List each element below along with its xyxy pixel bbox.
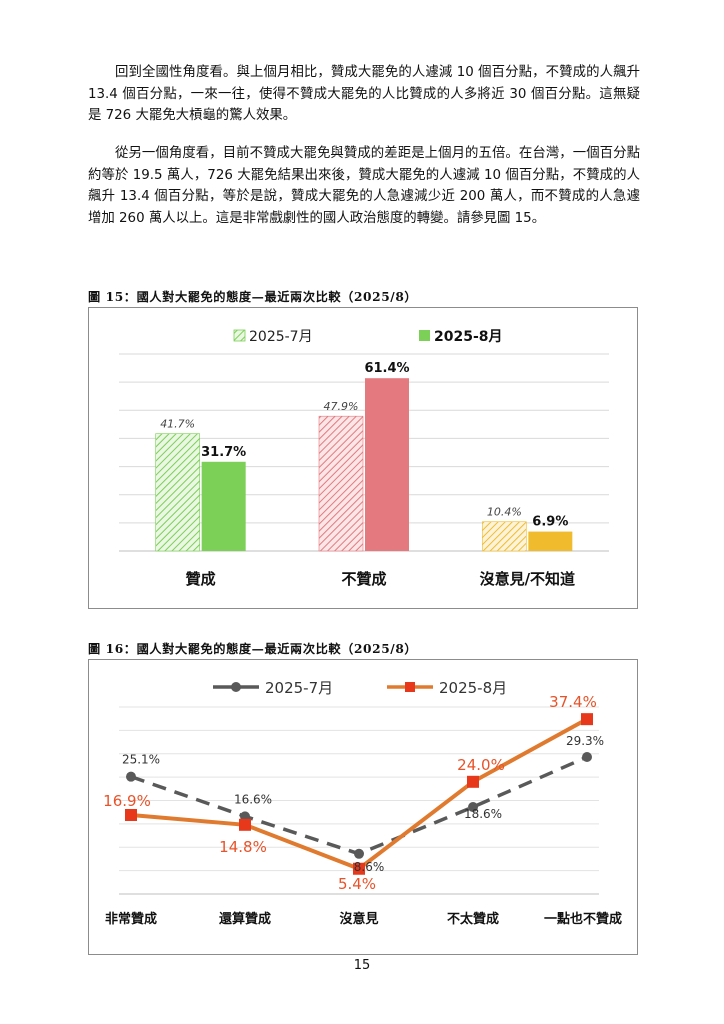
paragraph-1: 回到全國性角度看。與上個月相比，贊成大罷免的人遽減 10 個百分點，不贊成的人飆…	[88, 65, 640, 123]
data-label-aug-0: 31.7%	[201, 445, 246, 460]
figure-16-caption: 圖 16：國人對大罷免的態度—最近兩次比較（2025/8）	[88, 642, 418, 656]
category-label-1: 不贊成	[341, 570, 386, 588]
data-label-jul-1: 16.6%	[234, 792, 272, 806]
bar-aug-0	[201, 461, 246, 551]
data-label-jul-4: 29.3%	[566, 734, 604, 748]
marker-jul-0	[126, 771, 136, 782]
data-label-aug-3: 24.0%	[457, 756, 505, 774]
marker-jul-4	[582, 752, 592, 763]
legend-swatch-jul	[233, 329, 246, 342]
paragraph-2: 從另一個角度看，目前不贊成大罷免與贊成的差距是上個月的五倍。在台灣，一個百分點約…	[88, 146, 640, 226]
category-label-2: 沒意見/不知道	[480, 570, 575, 588]
legend-swatch-aug	[419, 330, 430, 341]
category-label-0: 非常贊成	[105, 911, 157, 927]
figure-16-chart: 2025-7月 2025-8月 25.1% 16.6% 8.6% 18.6% 29.3%…	[103, 679, 622, 927]
category-label-1: 還算贊成	[219, 911, 271, 927]
legend-label-jul: 2025-7月	[265, 679, 333, 697]
bar-aug-2	[528, 531, 573, 551]
data-label-aug-2: 6.9%	[532, 515, 568, 530]
data-label-jul-0: 25.1%	[122, 753, 160, 767]
data-label-aug-2: 5.4%	[338, 875, 376, 893]
data-label-jul-2: 8.6%	[354, 860, 385, 874]
marker-aug-1	[239, 818, 251, 831]
data-label-jul-3: 18.6%	[464, 807, 502, 821]
data-label-aug-4: 37.4%	[549, 693, 597, 711]
marker-aug-2	[353, 862, 365, 875]
legend-marker-jul	[231, 682, 241, 692]
data-label-aug-1: 61.4%	[364, 361, 409, 376]
category-label-2: 沒意見	[339, 911, 378, 927]
figure-15-chart: 2025-7月 2025-8月 41.7% 31.7% 47.9% 61.4% 10.4…	[119, 329, 609, 588]
legend-label-aug: 2025-8月	[434, 329, 503, 345]
bar-jul-0	[155, 433, 200, 552]
category-label-3: 不太贊成	[447, 911, 499, 927]
marker-jul-2	[354, 848, 364, 859]
page-number: 15	[353, 958, 371, 973]
legend-marker-aug	[405, 682, 415, 692]
bar-jul-1	[318, 415, 364, 552]
marker-aug-4	[581, 713, 593, 726]
marker-aug-3	[467, 775, 479, 788]
figure-16-box: 2025-7月 2025-8月 25.1% 16.6% 8.6% 18.6% 29.3%…	[88, 659, 638, 955]
marker-jul-3	[468, 802, 478, 813]
data-label-aug-0: 16.9%	[103, 792, 151, 810]
figure-15-caption: 圖 15：國人對大罷免的態度—最近兩次比較（2025/8）	[88, 290, 418, 304]
legend-label-aug: 2025-8月	[439, 679, 507, 697]
category-label-0: 贊成	[186, 570, 216, 588]
legend-label-jul: 2025-7月	[249, 329, 313, 345]
marker-aug-0	[125, 808, 137, 821]
data-label-jul-0: 41.7%	[160, 418, 195, 431]
series-line-aug	[130, 717, 588, 871]
category-label-4: 一點也不贊成	[544, 911, 622, 927]
series-line-jul	[130, 755, 588, 856]
bar-aug-1	[365, 378, 409, 551]
data-label-jul-2: 10.4%	[487, 506, 522, 519]
bar-jul-2	[482, 521, 527, 552]
data-label-aug-1: 14.8%	[219, 838, 267, 856]
data-label-jul-1: 47.9%	[324, 400, 359, 413]
figure-15-box: 2025-7月 2025-8月 41.7% 31.7% 47.9% 61.4% 10.4…	[88, 307, 638, 609]
